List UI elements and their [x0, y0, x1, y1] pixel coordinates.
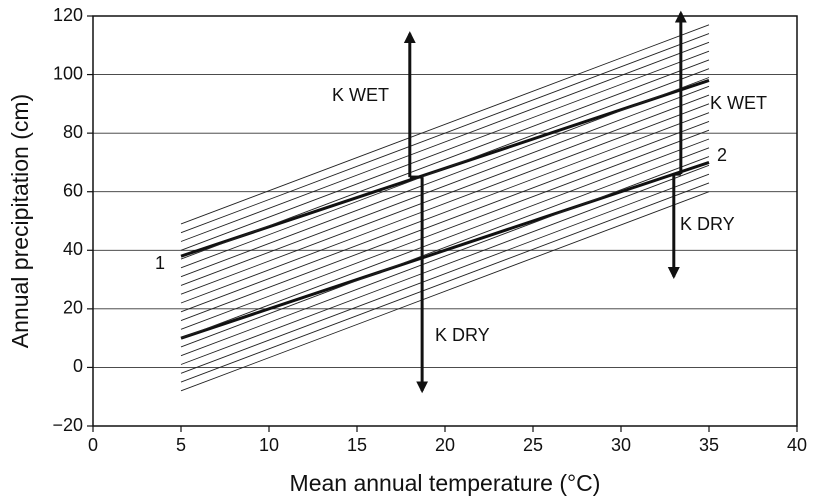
x-tick-label: 5 [176, 435, 186, 455]
annotation: K WET [710, 93, 767, 113]
x-tick-label: 40 [787, 435, 807, 455]
y-tick-label: 100 [53, 63, 83, 83]
annotation: K DRY [680, 214, 735, 234]
series-line [180, 103, 710, 304]
series-line [180, 50, 710, 251]
y-tick-label: 0 [73, 356, 83, 376]
series-line [180, 164, 710, 365]
series-line [180, 41, 710, 242]
series-label: 2 [717, 145, 727, 165]
x-axis-label: Mean annual temperature (°C) [290, 470, 601, 496]
x-tick-label: 35 [699, 435, 719, 455]
y-tick-label: −20 [52, 415, 83, 435]
series-line [180, 112, 710, 313]
x-tick-label: 30 [611, 435, 631, 455]
y-tick-label: 120 [53, 5, 83, 25]
series-line [180, 182, 710, 383]
x-tick-label: 25 [523, 435, 543, 455]
y-tick-label: 20 [63, 298, 83, 318]
series-line [180, 85, 710, 286]
y-tick-label: 40 [63, 239, 83, 259]
y-tick-label: 60 [63, 180, 83, 200]
x-tick-label: 10 [259, 435, 279, 455]
series-line [180, 129, 710, 330]
series-label: 1 [155, 253, 165, 273]
x-tick-label: 0 [88, 435, 98, 455]
y-axis-label: Annual precipitation (cm) [7, 94, 33, 348]
annotation: K WET [332, 85, 389, 105]
series-line [180, 94, 710, 295]
series-line [180, 77, 710, 278]
series-line [180, 191, 710, 392]
series-line [180, 156, 710, 357]
series-line [180, 147, 710, 348]
series-line [180, 173, 710, 374]
series-line [180, 24, 710, 225]
x-tick-label: 15 [347, 435, 367, 455]
series-line [180, 33, 710, 234]
series-line [180, 68, 710, 269]
series-line [180, 121, 710, 321]
annotation: K DRY [435, 325, 490, 345]
series-line [180, 138, 710, 339]
plot-frame [92, 15, 798, 427]
series-line [180, 161, 710, 340]
x-tick-label: 20 [435, 435, 455, 455]
series-line [180, 59, 710, 260]
y-tick-label: 80 [63, 122, 83, 142]
